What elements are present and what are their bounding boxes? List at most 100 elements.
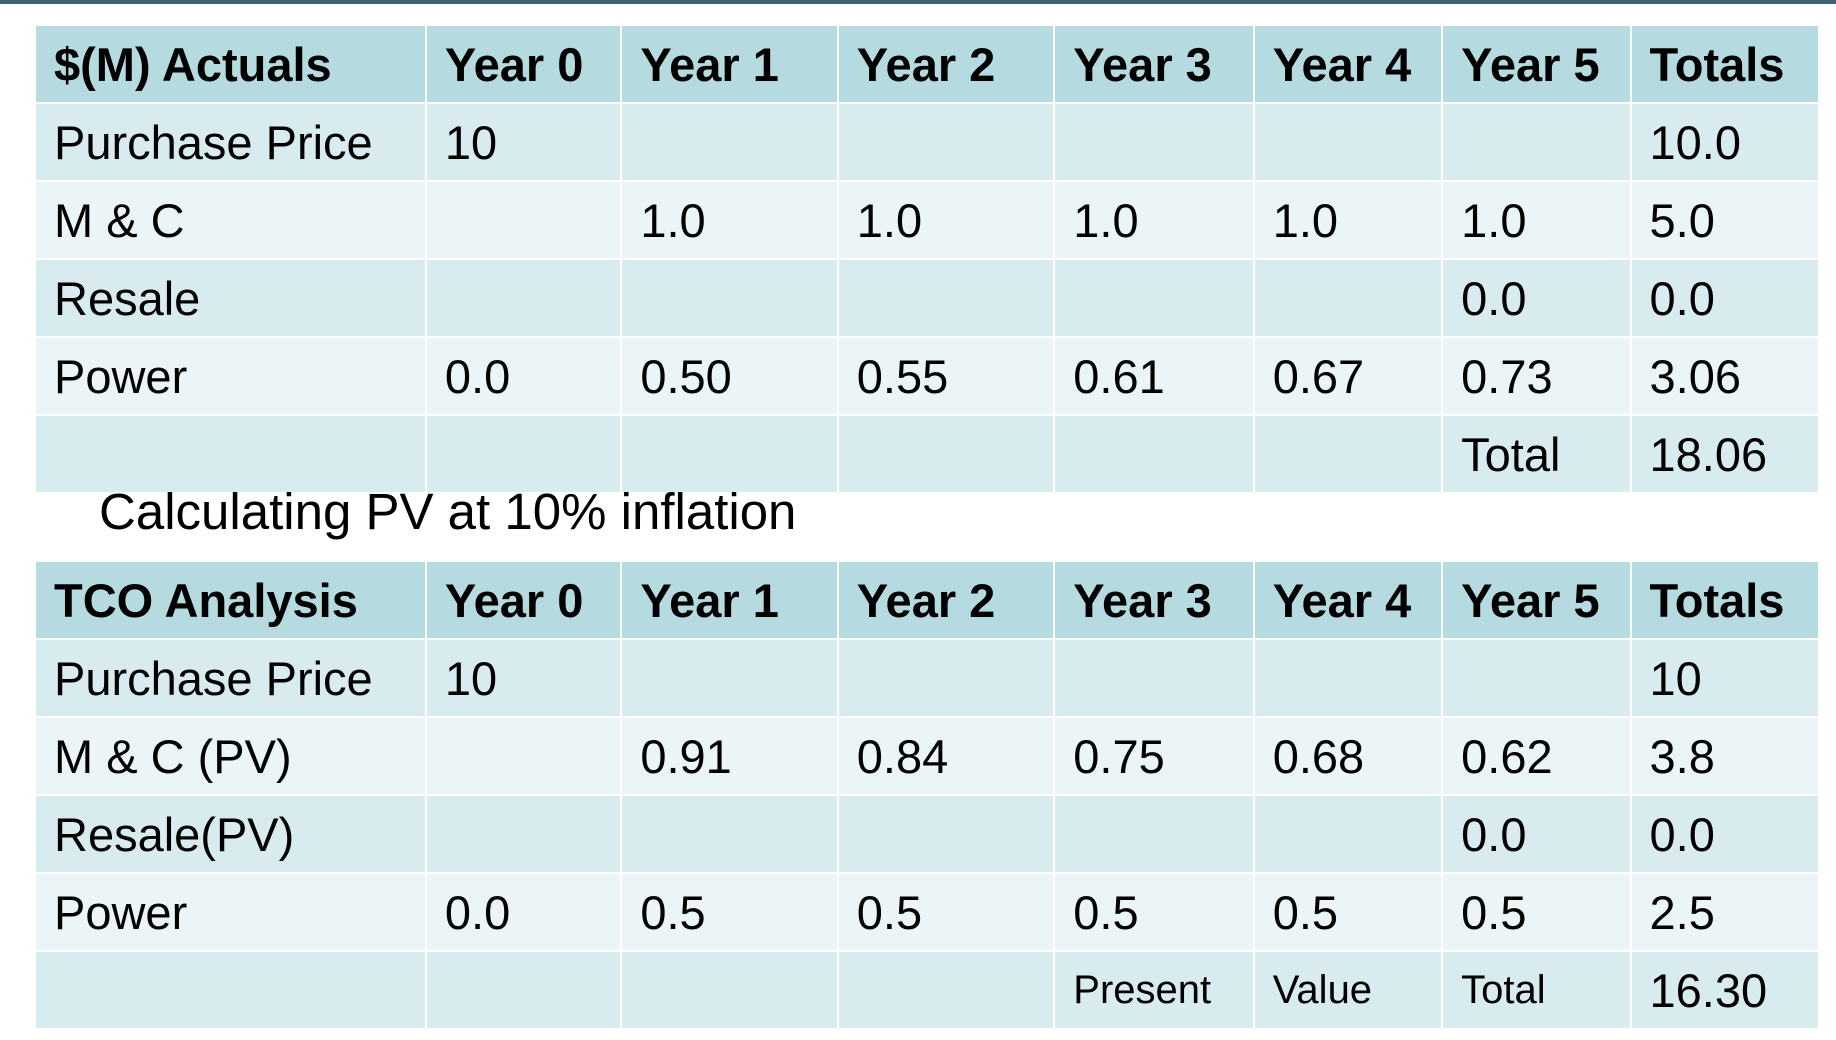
table-cell: 0.5 (1443, 874, 1630, 950)
grand-total-value: 18.06 (1631, 416, 1818, 492)
table-cell (426, 796, 621, 872)
table-cell (838, 796, 1054, 872)
table-cell: 0.0 (1631, 260, 1818, 336)
table-cell: 0.0 (1443, 796, 1630, 872)
table-cell: Resale(PV) (36, 796, 425, 872)
table-cell (838, 260, 1054, 336)
total-label: Total (1443, 416, 1630, 492)
table-cell (1055, 640, 1253, 716)
table-cell: 1.0 (1443, 182, 1630, 258)
table-cell: 10 (1631, 640, 1818, 716)
table-cell: Power (36, 338, 425, 414)
actuals-table: $(M) Actuals Year 0 Year 1 Year 2 Year 3… (34, 24, 1820, 494)
tco-header-year-2: Year 2 (838, 562, 1054, 638)
table-cell: 2.5 (1631, 874, 1818, 950)
actuals-header-label: $(M) Actuals (36, 26, 425, 102)
table-cell (622, 952, 837, 1028)
table-cell (426, 952, 621, 1028)
table-cell: 0.0 (1443, 260, 1630, 336)
actuals-header-year-3: Year 3 (1055, 26, 1253, 102)
table-cell: 1.0 (838, 182, 1054, 258)
table-cell (1254, 640, 1442, 716)
tco-header-year-4: Year 4 (1254, 562, 1442, 638)
table-cell: 10 (426, 640, 621, 716)
table-cell: 0.5 (622, 874, 837, 950)
table-cell (426, 718, 621, 794)
table-cell (1443, 640, 1630, 716)
table-cell: 0.68 (1254, 718, 1442, 794)
table-cell (1254, 260, 1442, 336)
table-cell (1055, 104, 1253, 180)
pv-caption: Calculating PV at 10% inflation (99, 483, 797, 540)
table-cell (622, 640, 837, 716)
tco-row-resale-pv: Resale(PV) 0.0 0.0 (36, 796, 1818, 872)
tco-header-year-3: Year 3 (1055, 562, 1253, 638)
table-cell: 5.0 (1631, 182, 1818, 258)
table-cell (426, 416, 621, 492)
table-cell: 0.5 (1254, 874, 1442, 950)
table-cell: 3.06 (1631, 338, 1818, 414)
table-cell: M & C (36, 182, 425, 258)
table-cell (622, 260, 837, 336)
table-cell: 1.0 (622, 182, 837, 258)
actuals-header-year-4: Year 4 (1254, 26, 1442, 102)
table-cell: 0.55 (838, 338, 1054, 414)
table-cell (838, 104, 1054, 180)
table-cell: Purchase Price (36, 104, 425, 180)
top-rule (0, 0, 1836, 4)
table-cell: Resale (36, 260, 425, 336)
table-cell: 10.0 (1631, 104, 1818, 180)
table-cell: 3.8 (1631, 718, 1818, 794)
actuals-header-year-0: Year 0 (426, 26, 621, 102)
table-cell (36, 952, 425, 1028)
table-cell: 0.0 (426, 338, 621, 414)
table-cell: 0.5 (838, 874, 1054, 950)
present-label: Present (1055, 952, 1253, 1028)
tco-row-power: Power 0.0 0.5 0.5 0.5 0.5 0.5 2.5 (36, 874, 1818, 950)
table-cell: 0.5 (1055, 874, 1253, 950)
table-cell (838, 416, 1054, 492)
table-cell: 0.91 (622, 718, 837, 794)
table-cell (1254, 104, 1442, 180)
table-cell: 1.0 (1055, 182, 1253, 258)
table-cell: 0.61 (1055, 338, 1253, 414)
table-cell: 0.50 (622, 338, 837, 414)
table-cell (1055, 260, 1253, 336)
table-cell (1055, 796, 1253, 872)
tco-header-label: TCO Analysis (36, 562, 425, 638)
tco-row-m-and-c-pv: M & C (PV) 0.91 0.84 0.75 0.68 0.62 3.8 (36, 718, 1818, 794)
actuals-header-year-1: Year 1 (622, 26, 837, 102)
table-cell (426, 260, 621, 336)
tco-row-total: Present Value Total 16.30 (36, 952, 1818, 1028)
table-cell (622, 104, 837, 180)
table-cell (1254, 416, 1442, 492)
actuals-row-m-and-c: M & C 1.0 1.0 1.0 1.0 1.0 5.0 (36, 182, 1818, 258)
table-cell: 10 (426, 104, 621, 180)
table-cell (36, 416, 425, 492)
actuals-header-year-5: Year 5 (1443, 26, 1630, 102)
table-cell: 0.67 (1254, 338, 1442, 414)
tco-header-year-0: Year 0 (426, 562, 621, 638)
grand-total-value: 16.30 (1631, 952, 1818, 1028)
actuals-header-totals: Totals (1631, 26, 1818, 102)
actuals-row-resale: Resale 0.0 0.0 (36, 260, 1818, 336)
table-cell: 0.0 (1631, 796, 1818, 872)
tco-analysis-table: TCO Analysis Year 0 Year 1 Year 2 Year 3… (34, 560, 1820, 1030)
table-cell: 0.84 (838, 718, 1054, 794)
table-cell (838, 952, 1054, 1028)
table-cell: Power (36, 874, 425, 950)
table-cell (1055, 416, 1253, 492)
table-cell (622, 416, 837, 492)
actuals-header-row: $(M) Actuals Year 0 Year 1 Year 2 Year 3… (36, 26, 1818, 102)
tco-header-row: TCO Analysis Year 0 Year 1 Year 2 Year 3… (36, 562, 1818, 638)
table-cell: 0.75 (1055, 718, 1253, 794)
actuals-header-year-2: Year 2 (838, 26, 1054, 102)
tco-row-purchase-price: Purchase Price 10 10 (36, 640, 1818, 716)
table-cell: 1.0 (1254, 182, 1442, 258)
actuals-row-power: Power 0.0 0.50 0.55 0.61 0.67 0.73 3.06 (36, 338, 1818, 414)
table-cell (1254, 796, 1442, 872)
tco-header-year-1: Year 1 (622, 562, 837, 638)
table-cell: M & C (PV) (36, 718, 425, 794)
tco-header-totals: Totals (1631, 562, 1818, 638)
table-cell: 0.73 (1443, 338, 1630, 414)
